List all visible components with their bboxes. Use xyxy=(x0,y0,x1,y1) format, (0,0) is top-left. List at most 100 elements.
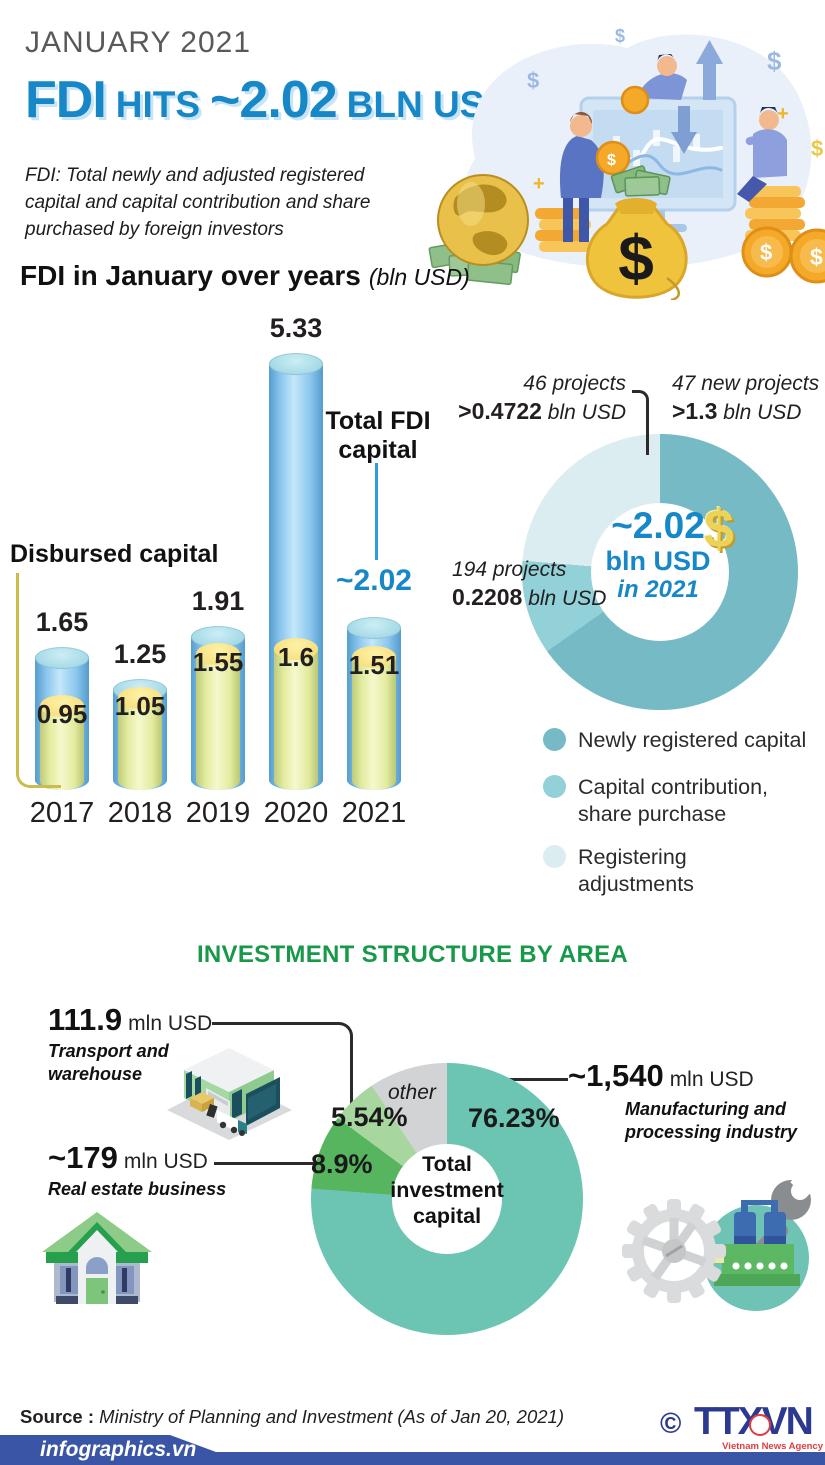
pct-label-manufacturing: 76.23% xyxy=(468,1103,560,1133)
svg-text:+: + xyxy=(777,103,789,125)
bar-group-2020: 5.33 1.6 2020 xyxy=(264,298,329,829)
kicker-date: JANUARY 2021 xyxy=(25,26,252,59)
dollar-icon: $ xyxy=(704,499,735,559)
bar-total-label: 1.91 xyxy=(191,586,245,617)
svg-text:$: $ xyxy=(618,222,654,294)
amount-real-estate: ~179 mln USD xyxy=(48,1140,208,1176)
legend-label: adjustments xyxy=(578,872,694,897)
amount-transport-warehouse: 111.9 mln USD xyxy=(48,1002,212,1038)
callout-amount: >1.3 xyxy=(672,398,718,425)
disbursed-cylinder: 0.95 xyxy=(37,695,87,790)
callout-projects: 46 projects xyxy=(523,372,626,395)
callout-connector-line xyxy=(632,390,649,455)
title-fdi: FDI xyxy=(25,71,107,129)
bar-year-label: 2017 xyxy=(29,797,95,829)
ttxvn-globe-icon xyxy=(749,1414,771,1436)
area-label-real-estate: Real estate business xyxy=(48,1179,227,1199)
bar-chart-title-text: FDI in January over years xyxy=(20,260,361,291)
page-title: FDI HITS ~2.02 BLN USD xyxy=(25,70,511,130)
pct-label-other: other xyxy=(388,1081,436,1104)
amount-value: ~1,540 xyxy=(568,1058,664,1093)
total-fdi-connector-line xyxy=(375,463,378,560)
legend-dot xyxy=(543,845,566,868)
bar-total-label: 5.33 xyxy=(269,312,323,343)
source-text: Ministry of Planning and Investment (As … xyxy=(94,1406,564,1427)
infographics-site-link[interactable]: infographics.vn xyxy=(40,1438,197,1461)
callout-projects: 47 new projects xyxy=(672,372,820,395)
svg-text:$: $ xyxy=(607,152,616,169)
legend-label: Capital contribution, xyxy=(578,775,769,799)
bar-disbursed-label: 0.95 xyxy=(36,699,88,730)
bar-group-2018: 1.25 1.05 2018 xyxy=(108,298,173,829)
amount-manufacturing: ~1,540 mln USD xyxy=(568,1058,754,1094)
legend-label: Registering xyxy=(578,845,687,869)
header-illustration: $ $ $ $ + + $ $ xyxy=(428,26,825,300)
amount-unit: mln USD xyxy=(128,1012,213,1035)
disbursed-connector-line xyxy=(16,573,61,788)
total-cylinder: 1.55 xyxy=(191,626,245,790)
title-value: ~2.02 xyxy=(210,71,338,129)
callout-registering-adjustments: 46 projects >0.4722 bln USD xyxy=(440,370,626,427)
transport-connector-line xyxy=(212,1022,353,1113)
svg-text:$: $ xyxy=(760,240,772,265)
donut1-center-unit: bln USD xyxy=(605,546,711,577)
agency-subtitle: Vietnam News Agency xyxy=(722,1441,823,1452)
total-fdi-annotation: Total FDI capital xyxy=(325,407,431,464)
donut1-center-value: ~2.02 xyxy=(611,505,705,546)
bar-total-label-2021: ~2.02 xyxy=(336,564,412,598)
callout-amount-unit: bln USD xyxy=(547,401,626,425)
title-hits: HITS xyxy=(115,84,201,125)
donut1-center-label: ~2.02 bln USD in 2021 xyxy=(583,505,733,604)
svg-text:$: $ xyxy=(810,244,823,270)
amount-unit: mln USD xyxy=(669,1068,754,1091)
svg-text:$: $ xyxy=(767,46,782,76)
total-cylinder: 1.51 xyxy=(347,617,401,790)
bar-chart-unit: (bln USD) xyxy=(368,264,470,290)
disbursed-capital-annotation: Disbursed capital xyxy=(10,540,219,568)
amount-value: ~179 xyxy=(48,1140,118,1175)
disbursed-cylinder: 1.6 xyxy=(274,638,318,790)
legend-item-registering-adjustments: Registering adjustments xyxy=(543,844,694,898)
bar-year-label: 2020 xyxy=(263,797,329,829)
svg-text:$: $ xyxy=(811,136,823,161)
bar-year-label: 2018 xyxy=(107,797,173,829)
legend-dot xyxy=(543,728,566,751)
section2-title: INVESTMENT STRUCTURE BY AREA xyxy=(196,941,629,968)
legend-dot xyxy=(543,775,566,798)
bar-group-2019: 1.91 1.55 2019 xyxy=(186,298,251,829)
callout-projects: 194 projects xyxy=(452,558,567,581)
disbursed-cylinder: 1.05 xyxy=(115,686,165,790)
bar-total-label: 1.25 xyxy=(113,639,167,669)
total-cylinder: 1.05 xyxy=(113,679,167,790)
area-label-transport-warehouse: Transport and warehouse xyxy=(48,1041,169,1084)
fdi-definition-note: FDI: Total newly and adjusted registered… xyxy=(25,165,371,240)
amount-value: 111.9 xyxy=(48,1002,123,1037)
fdi-structure-donut-hole xyxy=(591,503,729,641)
total-cylinder: 1.6 xyxy=(269,352,323,790)
amount-unit: mln USD xyxy=(123,1150,208,1173)
source-label: Source : xyxy=(20,1406,95,1427)
bar-year-label: 2021 xyxy=(341,797,407,829)
bar-year-label: 2019 xyxy=(185,797,251,829)
real-estate-connector-line xyxy=(214,1162,320,1165)
total-cylinder: 0.95 xyxy=(35,647,89,790)
callout-newly-registered: 47 new projects >1.3 bln USD xyxy=(672,370,825,427)
callout-amount: 0.2208 xyxy=(452,584,523,611)
callout-amount-unit: bln USD xyxy=(528,587,607,611)
bar-disbursed-label: 1.6 xyxy=(277,642,315,673)
svg-text:$: $ xyxy=(615,26,625,46)
legend-label: Newly registered capital xyxy=(578,728,807,752)
bar-group-2021: ~2.02 1.51 2021 xyxy=(336,298,412,829)
bar-chart: 1.65 0.95 2017 1.25 1.05 2018 1.91 1.55 xyxy=(26,298,426,829)
svg-text:$: $ xyxy=(527,68,539,93)
bar-disbursed-label: 1.05 xyxy=(114,690,166,721)
investment-pie-hole xyxy=(392,1144,502,1254)
disbursed-cylinder: 1.55 xyxy=(193,642,243,790)
bar-total-label: 1.65 xyxy=(35,607,89,637)
callout-amount: >0.4722 xyxy=(458,398,542,425)
pct-label-real-estate: 8.9% xyxy=(311,1149,373,1179)
bar-group-2017: 1.65 0.95 2017 xyxy=(30,298,95,829)
donut1-center-period: in 2021 xyxy=(617,575,699,603)
svg-text:+: + xyxy=(533,173,545,195)
